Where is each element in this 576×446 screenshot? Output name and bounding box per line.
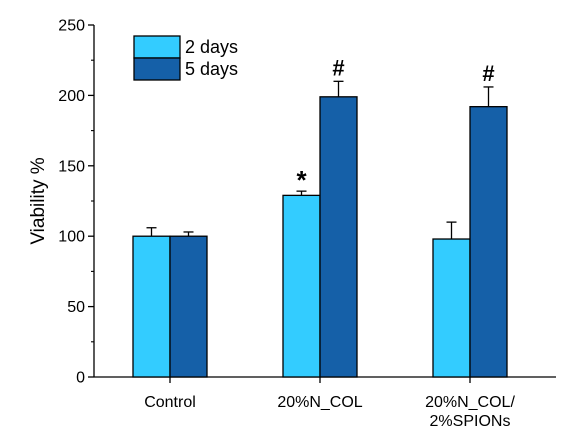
significance-marker: # <box>332 55 344 80</box>
legend-label: 2 days <box>185 37 238 57</box>
x-tick-label: 20%N_COL <box>277 394 362 411</box>
legend-swatch <box>133 35 181 59</box>
significance-marker: # <box>482 61 494 86</box>
significance-marker: * <box>296 165 307 195</box>
y-tick-label: 150 <box>58 158 85 175</box>
y-axis-label: Viability % <box>28 157 49 244</box>
y-tick-label: 200 <box>58 88 85 105</box>
x-tick-label: 20%N_COL/ <box>425 394 515 411</box>
legend-swatch <box>133 57 181 81</box>
x-tick-label: Control <box>144 394 196 411</box>
bar <box>169 235 208 378</box>
bar <box>132 235 171 378</box>
y-tick-label: 100 <box>58 229 85 246</box>
y-tick-label: 0 <box>76 370 85 387</box>
bar <box>432 238 471 378</box>
y-tick-label: 50 <box>67 299 85 316</box>
plot-area: 0 50 100 150 200 250 Viability % Control 20%N_CO… <box>28 18 556 430</box>
bar <box>282 194 321 378</box>
y-tick-label: 250 <box>58 18 85 35</box>
bar <box>319 96 358 378</box>
bar <box>469 106 508 378</box>
legend-label: 5 days <box>185 59 238 79</box>
x-tick-label: 2%SPIONs <box>430 413 511 430</box>
